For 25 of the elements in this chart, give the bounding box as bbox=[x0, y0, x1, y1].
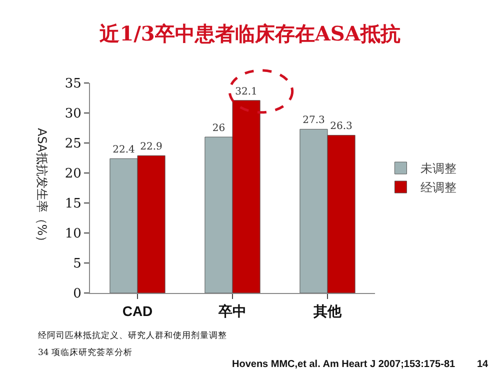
x-tick-label: CAD bbox=[122, 302, 153, 319]
data-label: 26 bbox=[212, 123, 226, 134]
text: Hovens MMC,et al. Am Heart J 2007;153:175-81 bbox=[232, 359, 456, 370]
text: 34 项临床研究荟萃分析 bbox=[38, 347, 133, 358]
y-tick-label: 25 bbox=[64, 136, 82, 152]
data-label: 27.3 bbox=[302, 115, 325, 126]
text: 经阿司匹林抵抗定义、研究人群和使用剂量调整 bbox=[38, 330, 227, 341]
legend-label: 经调整 bbox=[420, 180, 457, 195]
y-tick-label: 5 bbox=[73, 256, 82, 272]
y-tick-label: 10 bbox=[64, 226, 82, 242]
text: 14 bbox=[477, 359, 489, 370]
y-tick-label: 35 bbox=[64, 76, 82, 92]
legend-label: 未调整 bbox=[420, 162, 457, 176]
y-tick-label: 20 bbox=[64, 166, 82, 182]
y-tick-label: 30 bbox=[64, 106, 82, 122]
y-axis-title: ASA抵抗发生率（%） bbox=[35, 128, 49, 248]
x-tick-label: 卒中 bbox=[218, 302, 246, 319]
data-label: 26.3 bbox=[330, 121, 352, 132]
data-label: 32.1 bbox=[235, 86, 258, 98]
x-tick-label: 其他 bbox=[312, 302, 342, 319]
y-tick-label: 0 bbox=[73, 286, 82, 302]
data-label: 22.9 bbox=[140, 142, 162, 153]
chart-title: 近1/3卒中患者临床存在ASA抵抗 bbox=[98, 21, 400, 46]
y-tick-label: 15 bbox=[64, 196, 82, 212]
data-label: 22.4 bbox=[112, 144, 135, 156]
